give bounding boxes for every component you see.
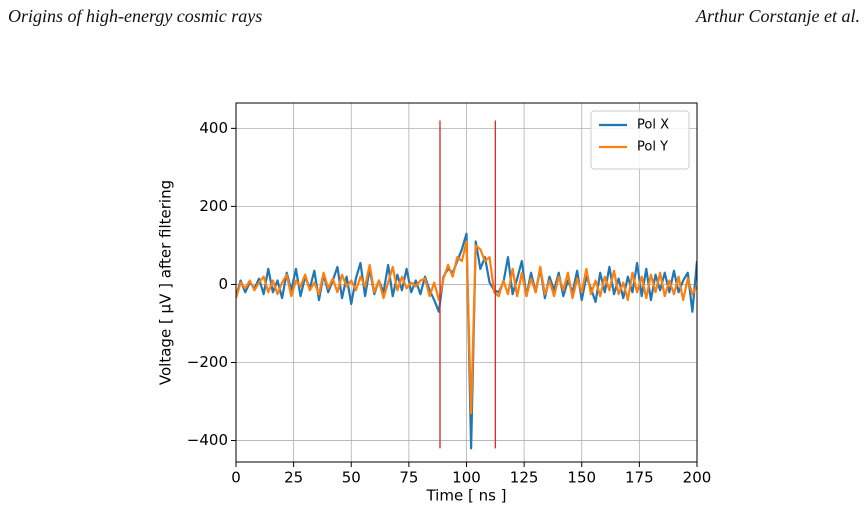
x-tick-label: 150 [567, 469, 596, 487]
y-tick-label: 200 [199, 197, 228, 215]
header-left: Origins of high-energy cosmic rays [8, 6, 263, 26]
x-tick-label: 50 [342, 469, 361, 487]
y-tick-label: 400 [199, 119, 228, 137]
x-tick-label: 0 [231, 469, 241, 487]
x-tick-label: 75 [399, 469, 418, 487]
y-tick-label: −200 [187, 353, 228, 371]
data-line [236, 232, 697, 450]
x-tick-label: 125 [510, 469, 539, 487]
x-tick-label: 200 [683, 469, 712, 487]
y-tick-label: 0 [218, 275, 228, 293]
x-tick-label: 100 [452, 469, 481, 487]
y-axis-label: Voltage [ µV ] after filtering [157, 180, 175, 385]
y-tick-label: −400 [187, 431, 228, 449]
legend-label: Pol Y [637, 140, 668, 155]
legend-label: Pol X [637, 118, 669, 133]
x-tick-label: 175 [625, 469, 654, 487]
x-axis-label: Time [ ns ] [425, 487, 506, 505]
data-line [236, 240, 697, 415]
axes-frame [235, 102, 698, 463]
x-tick-label: 25 [284, 469, 303, 487]
header-right: Arthur Corstanje et al. [695, 6, 860, 26]
